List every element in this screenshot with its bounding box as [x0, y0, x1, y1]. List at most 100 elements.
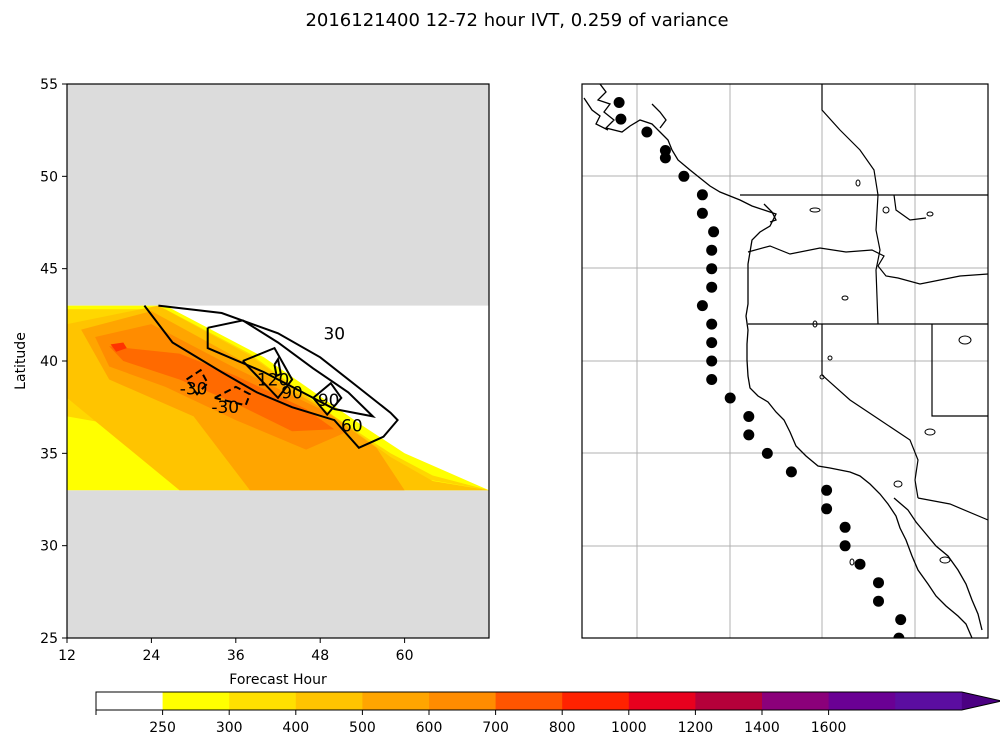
station-markers: [613, 97, 907, 638]
station-marker-19: [743, 429, 755, 441]
contour-label-2: 90: [281, 383, 303, 403]
colorbar-swatch-4: [362, 692, 430, 710]
station-marker-10: [706, 263, 718, 275]
colorbar-swatch-1: [162, 692, 230, 710]
colorbar-swatch-9: [695, 692, 763, 710]
station-marker-20: [761, 447, 773, 459]
station-marker-14: [706, 337, 718, 349]
colorbar-tick-label: 500: [349, 720, 376, 736]
map-gridlines: [582, 84, 988, 638]
station-marker-21: [785, 466, 797, 478]
x-axis-ticks: 12 24 36 48 60: [58, 638, 414, 664]
colorbar-swatch-11: [828, 692, 896, 710]
y-axis-label: Latitude: [13, 332, 29, 390]
station-marker-25: [839, 540, 851, 552]
coastline: [583, 84, 983, 638]
colorbar-tick-label: 600: [416, 720, 443, 736]
y-tick-label: 35: [40, 446, 58, 462]
station-map-panel: [581, 83, 989, 639]
colorbar-swatch-12: [895, 692, 963, 710]
station-marker-6: [696, 189, 708, 201]
x-tick-label: 36: [227, 648, 245, 664]
station-marker-13: [706, 318, 718, 330]
y-tick-label: 45: [40, 262, 58, 278]
station-marker-23: [821, 503, 833, 515]
colorbar-swatch-2: [229, 692, 297, 710]
contour-label-6: -30: [211, 398, 239, 418]
contour-line-3: [312, 381, 343, 417]
x-tick-label: 12: [58, 648, 76, 664]
colorbar-swatch-5: [429, 692, 497, 710]
station-marker-5: [678, 170, 690, 182]
colorbar-swatches: [95, 691, 1000, 711]
contour-line-4: [273, 356, 282, 378]
colorbar-tick-label: 1400: [744, 720, 780, 736]
y-tick-label: 50: [40, 169, 58, 185]
missing-data-band-1: [67, 490, 489, 638]
x-axis-label: Forecast Hour: [229, 672, 327, 688]
right-axes-frame: [581, 83, 989, 639]
colorbar-extend-arrow: [961, 692, 1000, 710]
y-tick-label: 25: [40, 631, 58, 647]
contour-layer: [143, 304, 399, 450]
station-marker-29: [895, 614, 907, 626]
y-tick-label: 40: [40, 354, 58, 370]
colorbar-swatch-6: [495, 692, 563, 710]
x-tick-label: 60: [396, 648, 414, 664]
station-marker-0: [613, 97, 625, 108]
colorbar-tick-label: 1600: [811, 720, 847, 736]
station-marker-1: [615, 113, 627, 125]
station-marker-24: [839, 521, 851, 533]
x-tick-label: 24: [142, 648, 160, 664]
contour-line-5: [185, 368, 209, 396]
colorbar-tick-label: 700: [482, 720, 509, 736]
y-tick-label: 30: [40, 539, 58, 555]
colorbar-tick-label: 1000: [611, 720, 647, 736]
contour-line-6: [214, 385, 252, 407]
contour-label-3: 90: [318, 391, 340, 411]
map-lakes: [809, 179, 972, 566]
station-marker-8: [708, 226, 720, 238]
station-marker-28: [873, 595, 884, 607]
colorbar-swatch-3: [295, 692, 363, 710]
station-marker-30: [893, 632, 905, 638]
station-marker-12: [696, 300, 708, 312]
station-marker-15: [706, 355, 718, 367]
station-marker-9: [706, 244, 718, 256]
colorbar-swatch-8: [628, 692, 696, 710]
colorbar: 250 300 400 500 600 700 800 1000 1200 1400 1600: [95, 691, 1000, 736]
station-marker-27: [873, 577, 884, 589]
colorbar-tick-label: 300: [216, 720, 243, 736]
contour-label-4: 120: [257, 370, 289, 390]
colorbar-tick-label: 800: [549, 720, 576, 736]
contour-label-5: -30: [180, 380, 208, 400]
y-tick-label: 55: [40, 77, 58, 93]
state-borders: [740, 84, 988, 521]
contour-line-2: [242, 346, 294, 400]
colorbar-ticks: 250 300 400 500 600 700 800 1000 1200 1400 1600: [95, 710, 847, 736]
ivt-fill-700: [109, 346, 335, 432]
x-tick-label: 48: [311, 648, 329, 664]
colorbar-swatch-0: [96, 692, 164, 710]
contour-line-0: [143, 304, 399, 450]
station-marker-26: [854, 558, 866, 570]
colorbar-tick-label: 400: [282, 720, 309, 736]
ivt-fill-800: [110, 342, 127, 352]
station-marker-2: [641, 126, 653, 138]
y-axis-ticks: 25 30 35 40 45 50 55: [40, 77, 67, 647]
colorbar-tick-label: 1200: [678, 720, 714, 736]
station-marker-17: [724, 392, 736, 404]
contour-label-1: 60: [341, 417, 363, 437]
figure-title: 2016121400 12-72 hour IVT, 0.259 of vari…: [305, 10, 728, 31]
station-marker-11: [706, 281, 718, 293]
colorbar-outline: [95, 691, 1000, 711]
station-marker-16: [706, 374, 718, 385]
contour-label-0: 30: [323, 324, 345, 344]
station-marker-4: [659, 152, 671, 164]
station-marker-7: [696, 207, 708, 219]
station-marker-18: [743, 411, 755, 422]
colorbar-swatch-7: [562, 692, 630, 710]
